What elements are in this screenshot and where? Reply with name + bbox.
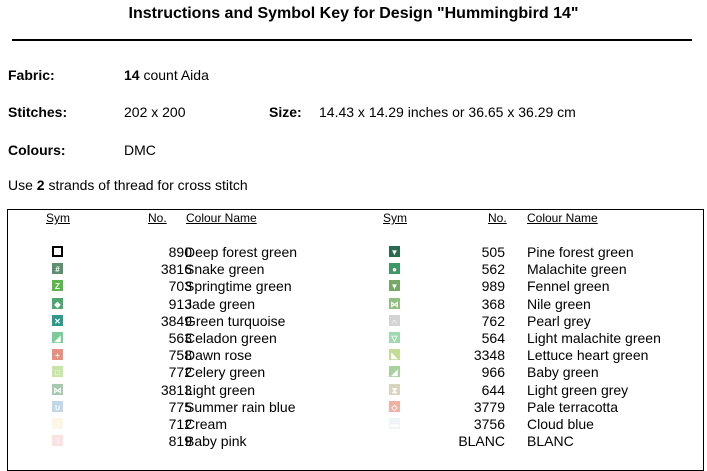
dmc-number: BLANC bbox=[458, 433, 505, 449]
colour-name: Cream bbox=[185, 416, 228, 432]
dmc-number: 505 bbox=[481, 244, 505, 260]
bowtie-icon: ⋈ bbox=[389, 298, 400, 309]
colour-name: Springtime green bbox=[185, 278, 292, 294]
fabric-value: 14 count Aida bbox=[124, 67, 209, 83]
colours-value: DMC bbox=[124, 142, 156, 158]
z-icon: Z bbox=[52, 280, 63, 291]
page-title: Instructions and Symbol Key for Design "… bbox=[128, 5, 579, 22]
dmc-number: 966 bbox=[481, 364, 505, 380]
hash-icon: # bbox=[52, 263, 63, 274]
size-value: 14.43 x 14.29 inches or 36.65 x 36.29 cm bbox=[319, 104, 576, 120]
colour-name: Celadon green bbox=[185, 330, 277, 346]
colour-name: Deep forest green bbox=[185, 244, 298, 260]
dmc-number: 3756 bbox=[473, 416, 505, 432]
header-no-right: No. bbox=[488, 211, 507, 225]
dmc-number: 368 bbox=[481, 296, 505, 312]
header-name-left: Colour Name bbox=[186, 211, 257, 225]
colour-name: Snake green bbox=[185, 261, 265, 277]
dmc-number: 775 bbox=[168, 399, 192, 415]
stitches-value: 202 x 200 bbox=[124, 104, 186, 120]
dmc-number: 563 bbox=[168, 330, 192, 346]
size-label: Size: bbox=[269, 104, 302, 120]
colour-name: Celery green bbox=[185, 364, 266, 380]
colour-name: Baby pink bbox=[185, 433, 247, 449]
dash-icon: ▬ bbox=[389, 418, 400, 429]
diamond-outline-icon: ◇ bbox=[389, 401, 400, 412]
colour-name: Malachite green bbox=[527, 261, 627, 277]
diamond-icon: ◆ bbox=[52, 298, 63, 309]
colour-name: BLANC bbox=[527, 433, 574, 449]
blank-icon bbox=[389, 435, 400, 446]
dmc-number: 644 bbox=[481, 382, 505, 398]
colour-name: Light green grey bbox=[527, 382, 629, 398]
dmc-number: 762 bbox=[481, 313, 505, 329]
colour-name: Summer rain blue bbox=[185, 399, 296, 415]
dmc-number: 819 bbox=[168, 433, 192, 449]
colour-name: Jade green bbox=[185, 296, 256, 312]
bowtie-icon: ⋈ bbox=[52, 384, 63, 395]
stitches-label: Stitches: bbox=[8, 104, 68, 120]
dmc-number: 3816 bbox=[160, 261, 192, 277]
colour-name: Lettuce heart green bbox=[527, 347, 649, 363]
dmc-number: 3779 bbox=[473, 399, 505, 415]
small-square-icon: □ bbox=[52, 366, 63, 377]
down-triangle-icon: ▼ bbox=[389, 280, 400, 291]
title-underline bbox=[12, 39, 692, 41]
dmc-number: 772 bbox=[168, 364, 192, 380]
fabric-label: Fabric: bbox=[8, 67, 55, 83]
strand-count: 2 bbox=[36, 177, 45, 193]
dmc-number: 3849 bbox=[160, 313, 192, 329]
corner-flipped-icon: ˥ bbox=[52, 435, 63, 446]
dmc-number: 989 bbox=[481, 278, 505, 294]
dmc-number: 890 bbox=[168, 244, 192, 260]
cup-icon: ∪ bbox=[52, 401, 63, 412]
header-sym-right: Sym bbox=[383, 211, 407, 225]
open-triangle-icon: ▽ bbox=[389, 332, 400, 343]
colour-name: Pale terracotta bbox=[527, 399, 619, 415]
colour-name: Pearl grey bbox=[527, 313, 591, 329]
colours-label: Colours: bbox=[8, 142, 66, 158]
triangle-icon: ◣ bbox=[389, 349, 400, 360]
hourglass-icon: ⧗ bbox=[389, 384, 400, 395]
triangle-icon: ◢ bbox=[389, 366, 400, 377]
colour-name: Light green bbox=[185, 382, 256, 398]
dmc-number: 712 bbox=[168, 416, 192, 432]
instruction-post: strands of thread for cross stitch bbox=[44, 177, 248, 193]
down-triangle-icon: ▼ bbox=[389, 246, 400, 257]
colour-name: Dawn rose bbox=[185, 347, 252, 363]
colour-name: Green turquoise bbox=[185, 313, 286, 329]
corner-icon: ˩ bbox=[52, 418, 63, 429]
header-sym-left: Sym bbox=[46, 211, 70, 225]
strand-instruction: Use 2 strands of thread for cross stitch bbox=[8, 177, 248, 193]
colour-name: Pine forest green bbox=[527, 244, 634, 260]
instruction-pre: Use bbox=[8, 177, 37, 193]
colour-name: Nile green bbox=[527, 296, 591, 312]
dmc-number: 703 bbox=[168, 278, 192, 294]
arch-icon: ∩ bbox=[389, 315, 400, 326]
x-icon: ✕ bbox=[52, 315, 63, 326]
triangle-icon: ◢ bbox=[52, 332, 63, 343]
dmc-number: 3813 bbox=[160, 382, 192, 398]
dmc-number: 758 bbox=[168, 347, 192, 363]
colour-name: Light malachite green bbox=[527, 330, 661, 346]
header-name-right: Colour Name bbox=[527, 211, 598, 225]
open-square-icon bbox=[52, 246, 63, 257]
dmc-number: 3348 bbox=[473, 347, 505, 363]
colour-name: Fennel green bbox=[527, 278, 610, 294]
dmc-number: 564 bbox=[481, 330, 505, 346]
circle-icon: ● bbox=[389, 263, 400, 274]
colour-name: Baby green bbox=[527, 364, 599, 380]
header-no-left: No. bbox=[148, 211, 167, 225]
dmc-number: 562 bbox=[481, 261, 505, 277]
colour-name: Cloud blue bbox=[527, 416, 594, 432]
plus-icon: + bbox=[52, 349, 63, 360]
dmc-number: 913 bbox=[168, 296, 192, 312]
fabric-type: count Aida bbox=[139, 67, 209, 83]
fabric-count: 14 bbox=[124, 67, 140, 83]
